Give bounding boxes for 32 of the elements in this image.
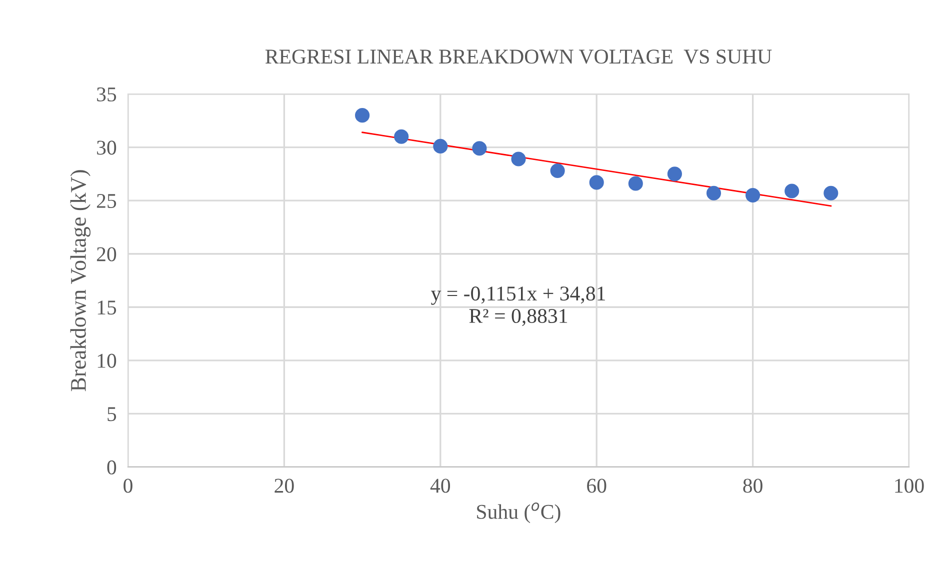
point <box>628 176 643 191</box>
point <box>824 186 838 200</box>
point <box>706 186 722 200</box>
x-tick-label: 0 <box>124 478 132 493</box>
y-tick-label: 15 <box>98 300 116 315</box>
y-tick-label: 20 <box>96 247 116 262</box>
y-tick-label: 25 <box>96 194 116 208</box>
y-tick-label: 10 <box>98 354 116 368</box>
y-tick-label: 5 <box>108 407 116 422</box>
y-axis-title: Breakdown Voltage (kV) <box>70 170 90 392</box>
y-tick-label: 35 <box>97 87 116 102</box>
point <box>589 175 604 190</box>
annotation: y = -0,1151x + 34,81 <box>431 286 605 305</box>
annotation: R² = 0,8831 <box>469 308 568 326</box>
point <box>511 152 526 166</box>
x-tick-label: 20 <box>274 478 294 493</box>
chart-title: REGRESI LINEAR BREAKDOWN VOLTAGE VS SUHU <box>265 50 772 64</box>
point <box>746 188 760 203</box>
y-tick-label: 30 <box>97 140 116 155</box>
x-tick-label: 40 <box>430 478 450 493</box>
point <box>784 184 800 198</box>
y-tick-label: 0 <box>107 460 116 474</box>
x-tick-label: 60 <box>587 478 606 493</box>
point <box>550 163 565 178</box>
point <box>433 138 448 154</box>
point <box>355 108 370 123</box>
point <box>472 141 487 156</box>
x-tick-label: 100 <box>895 478 924 493</box>
point <box>394 129 409 144</box>
x-tick-label: 80 <box>743 478 762 493</box>
point <box>667 166 682 182</box>
x-axis-title: Suhu ($^{o}$C) <box>477 502 560 524</box>
